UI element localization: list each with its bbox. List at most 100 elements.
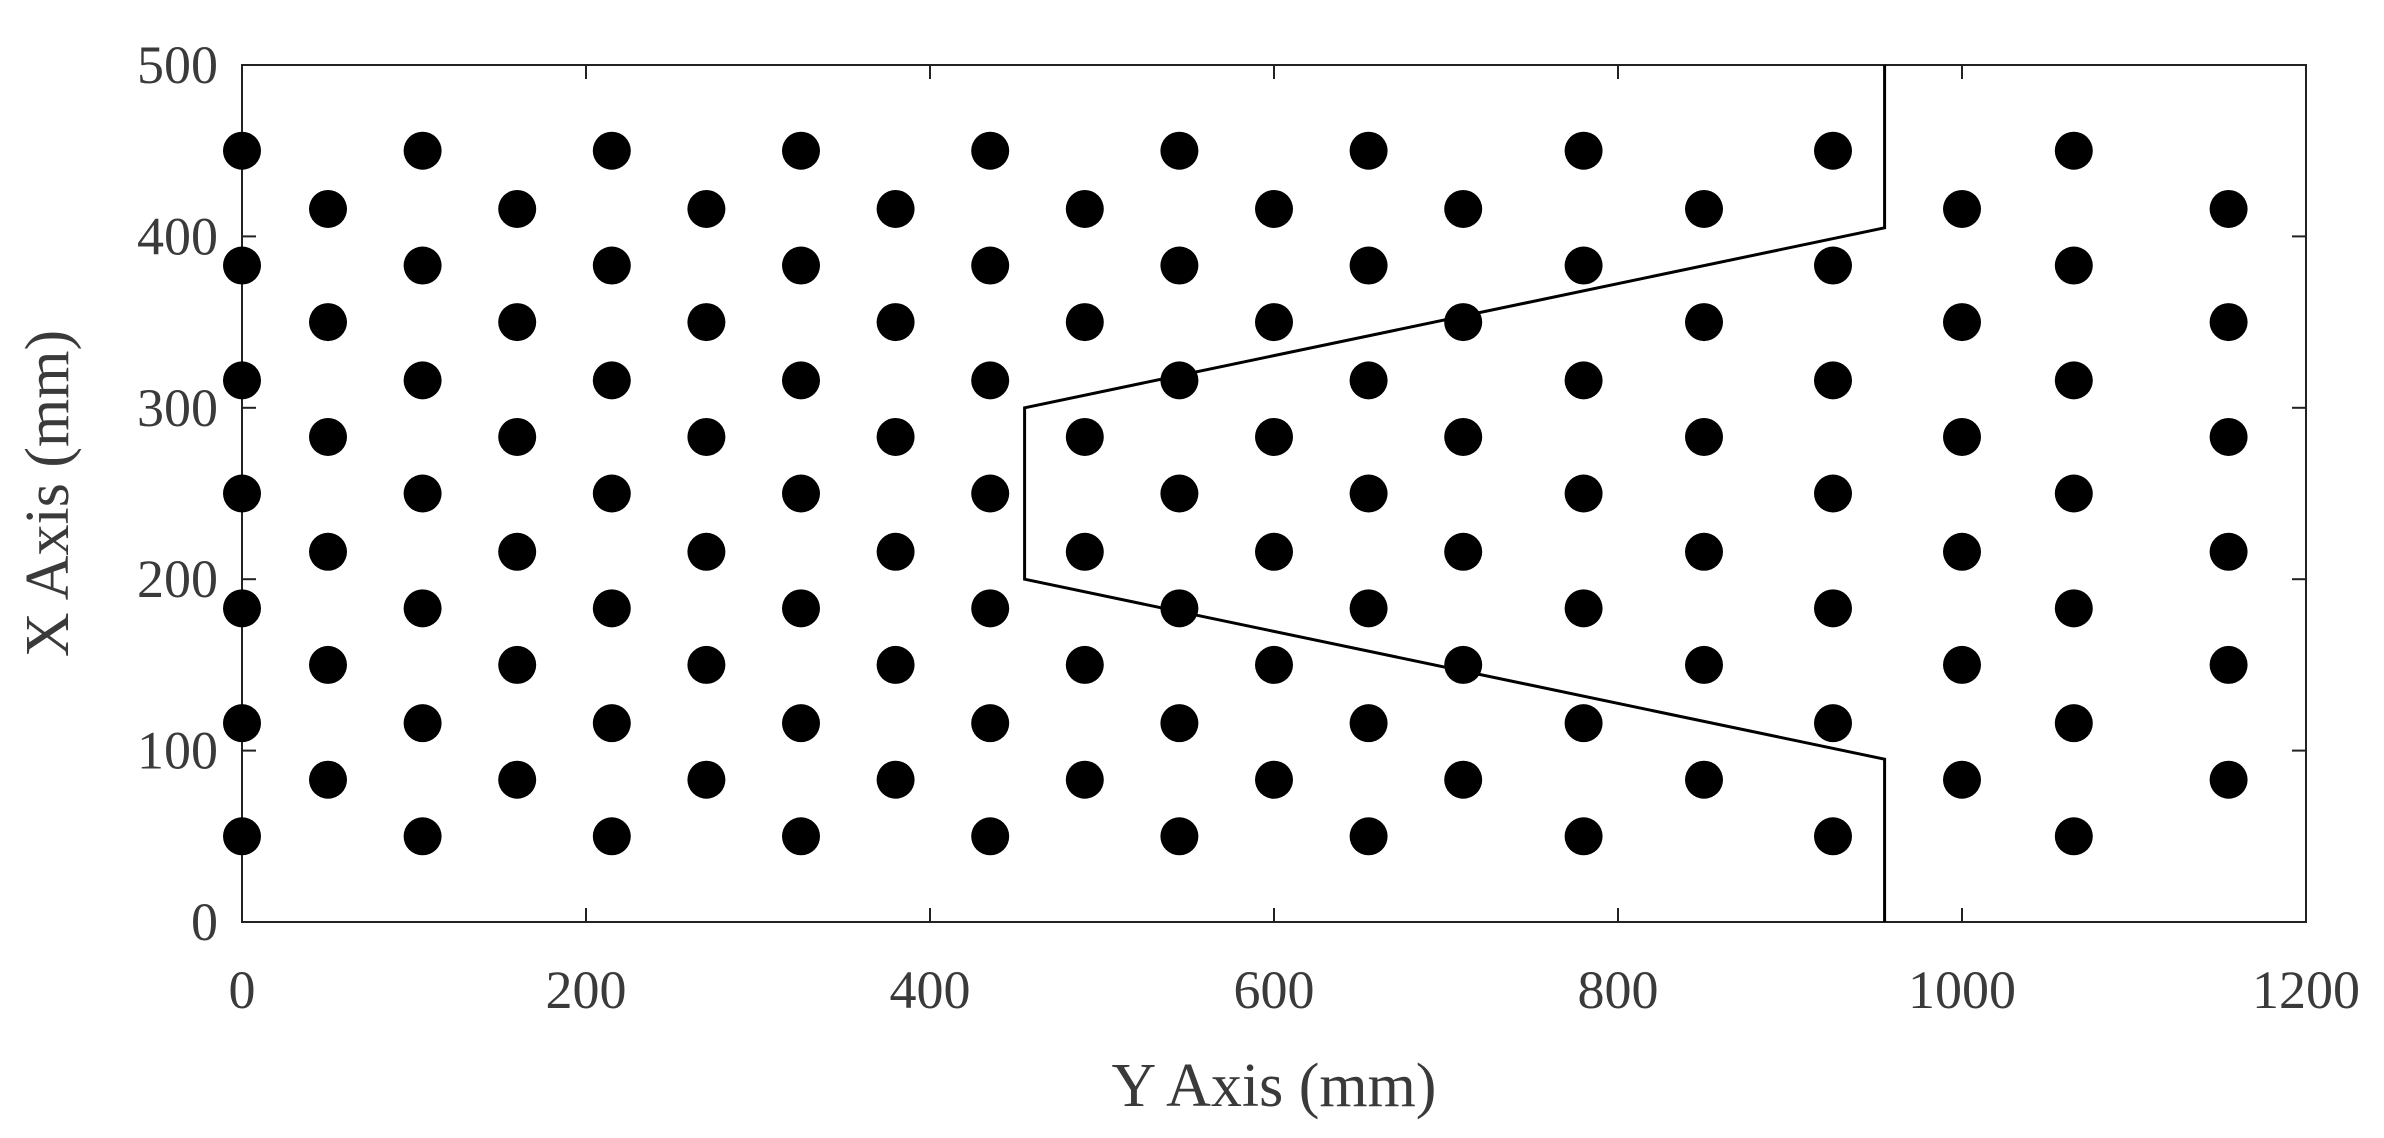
data-point <box>498 645 537 684</box>
data-point <box>2054 817 2093 856</box>
data-point <box>1444 532 1483 571</box>
data-point <box>687 303 726 342</box>
data-point <box>223 361 261 400</box>
data-point <box>309 417 347 456</box>
data-point <box>403 131 442 170</box>
data-point <box>1349 589 1388 628</box>
data-point <box>1160 704 1199 743</box>
data-point <box>498 417 537 456</box>
data-point <box>876 417 915 456</box>
data-point <box>782 246 820 285</box>
data-point <box>1065 645 1104 684</box>
data-point <box>971 704 1010 743</box>
data-point <box>1255 645 1293 684</box>
data-point <box>1349 361 1388 400</box>
data-point <box>687 760 726 799</box>
x-tick-label: 800 <box>1578 960 1659 1020</box>
data-point <box>1255 303 1293 342</box>
data-point <box>1065 532 1104 571</box>
data-point <box>971 589 1010 628</box>
data-point <box>1943 417 1981 456</box>
data-point <box>2209 532 2248 571</box>
data-point <box>592 589 631 628</box>
data-point <box>1160 246 1199 285</box>
data-point <box>403 704 442 743</box>
y-tick-label: 200 <box>137 549 218 609</box>
data-point <box>309 760 347 799</box>
data-point <box>498 532 537 571</box>
data-point <box>1685 532 1723 571</box>
data-point <box>1814 246 1852 285</box>
axis-ticks: 0 200 400 600 800 1000 1200 0 100 200 300 400 500 <box>137 35 2360 1020</box>
data-point <box>1349 704 1388 743</box>
data-point <box>403 474 442 513</box>
data-point <box>1444 645 1483 684</box>
data-point <box>1685 189 1723 228</box>
data-point <box>592 817 631 856</box>
data-point <box>1814 817 1852 856</box>
data-point <box>1065 760 1104 799</box>
data-point <box>2209 760 2248 799</box>
data-point <box>1814 589 1852 628</box>
data-point <box>1349 246 1388 285</box>
data-point <box>592 246 631 285</box>
data-point <box>2209 189 2248 228</box>
data-point <box>1160 131 1199 170</box>
data-point <box>1814 704 1852 743</box>
boundary-outline <box>1023 65 1887 922</box>
data-point <box>1943 189 1981 228</box>
data-point <box>782 131 820 170</box>
data-point <box>403 246 442 285</box>
data-point <box>1564 361 1603 400</box>
data-point <box>309 303 347 342</box>
y-axis-title: X Axis (mm) <box>14 330 82 657</box>
data-point <box>1255 417 1293 456</box>
data-point <box>1065 417 1104 456</box>
data-points <box>223 131 2248 856</box>
data-point <box>223 246 261 285</box>
data-point <box>1564 246 1603 285</box>
data-point <box>876 760 915 799</box>
data-point <box>1255 760 1293 799</box>
data-point <box>2209 417 2248 456</box>
data-point <box>2054 246 2093 285</box>
data-point <box>782 361 820 400</box>
data-point <box>1943 760 1981 799</box>
data-point <box>403 589 442 628</box>
data-point <box>1564 474 1603 513</box>
data-point <box>1564 704 1603 743</box>
data-point <box>876 532 915 571</box>
data-point <box>1943 645 1981 684</box>
data-point <box>876 645 915 684</box>
y-tick-label: 0 <box>191 892 218 952</box>
data-point <box>687 532 726 571</box>
data-point <box>309 645 347 684</box>
data-point <box>1160 589 1199 628</box>
data-point <box>971 131 1010 170</box>
data-point <box>2054 131 2093 170</box>
data-point <box>1255 532 1293 571</box>
data-point <box>1160 361 1199 400</box>
data-point <box>687 417 726 456</box>
data-point <box>309 189 347 228</box>
x-tick-label: 1200 <box>2252 960 2360 1020</box>
y-tick-label: 500 <box>137 35 218 95</box>
data-point <box>2054 361 2093 400</box>
data-point <box>223 474 261 513</box>
data-point <box>687 645 726 684</box>
data-point <box>498 189 537 228</box>
data-point <box>223 589 261 628</box>
data-point <box>223 817 261 856</box>
x-tick-label: 400 <box>890 960 971 1020</box>
y-tick-label: 300 <box>137 378 218 438</box>
x-tick-label: 1000 <box>1908 960 2016 1020</box>
data-point <box>876 189 915 228</box>
data-point <box>782 817 820 856</box>
data-point <box>971 246 1010 285</box>
data-point <box>2209 645 2248 684</box>
x-tick-label: 600 <box>1234 960 1315 1020</box>
data-point <box>1685 760 1723 799</box>
data-point <box>592 131 631 170</box>
data-point <box>1685 417 1723 456</box>
data-point <box>1444 417 1483 456</box>
